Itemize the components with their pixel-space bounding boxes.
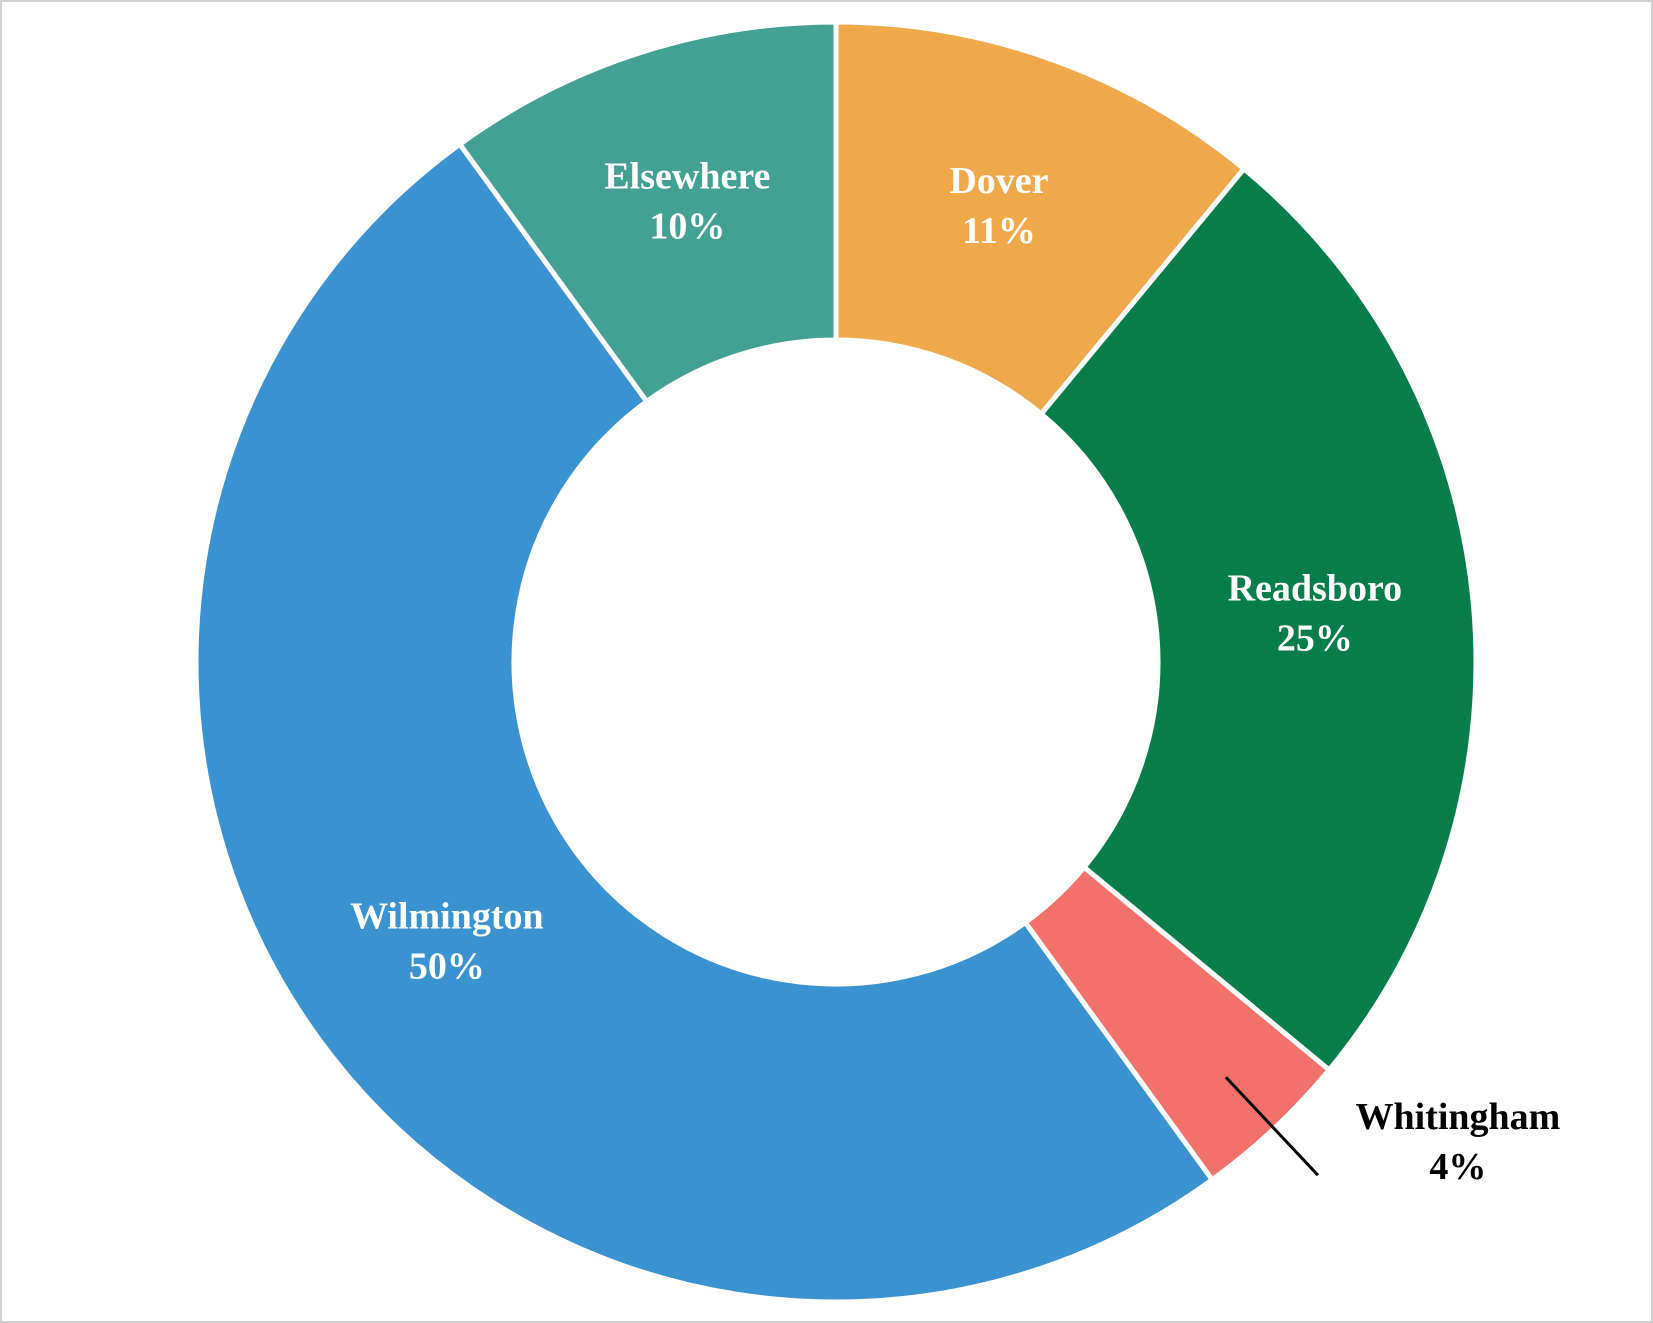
slice-value-label: 10%: [649, 205, 725, 247]
slice-value-label: 4%: [1429, 1146, 1486, 1188]
slice-label: Whitingham: [1356, 1096, 1561, 1138]
donut-slice: [833, 19, 1248, 418]
slice-label: Dover: [949, 160, 1048, 202]
slice-value-label: 50%: [409, 945, 485, 987]
slice-label: Readsboro: [1228, 567, 1403, 609]
slice-value-label: 25%: [1277, 617, 1353, 659]
slice-label: Wilmington: [350, 895, 544, 937]
slice-value-label: 11%: [962, 210, 1036, 252]
donut-slice: [194, 140, 1216, 1304]
donut-slice: [1037, 165, 1479, 1074]
donut-slice: [456, 19, 839, 405]
leader-line: [1224, 1076, 1320, 1177]
slice-label: Elsewhere: [604, 155, 770, 197]
